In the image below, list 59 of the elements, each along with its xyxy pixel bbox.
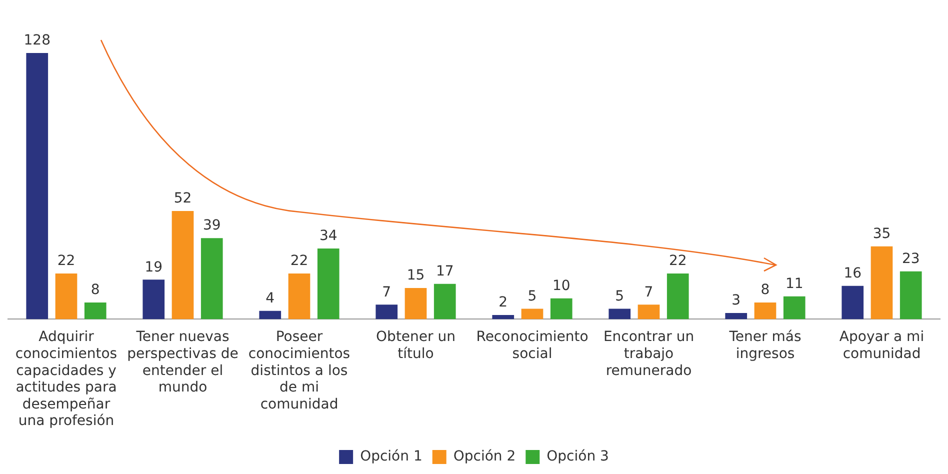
x-tick-label: Adquirir conocimientos capacidades y actitudes para desempeñar una profesión xyxy=(15,329,118,430)
legend-label: Opción 2 xyxy=(453,448,516,465)
bar xyxy=(172,211,194,320)
bar xyxy=(666,273,689,320)
x-tick-label: Poseer conocimientos distintos a los de mi comunidad xyxy=(248,329,350,412)
bar xyxy=(84,302,106,320)
bar xyxy=(783,296,806,320)
data-label: 8 xyxy=(760,282,770,298)
bar xyxy=(638,304,660,320)
data-label: 22 xyxy=(668,253,687,270)
data-label: 52 xyxy=(174,190,192,207)
bar xyxy=(521,308,544,320)
data-label: 128 xyxy=(24,32,50,49)
data-label: 2 xyxy=(498,294,508,311)
x-tick-label: Encontrar un trabajo remunerado xyxy=(603,329,694,379)
data-label: 17 xyxy=(436,263,454,280)
bar xyxy=(55,273,78,320)
x-tick-label: Tener más ingresos xyxy=(728,329,802,362)
bar xyxy=(404,288,427,320)
data-label: 10 xyxy=(552,278,570,294)
bar xyxy=(376,304,398,320)
bar xyxy=(434,284,456,320)
data-label: 22 xyxy=(57,253,76,270)
data-label: 22 xyxy=(290,253,308,270)
x-tick-label: Reconocimiento social xyxy=(476,329,588,362)
data-label: 3 xyxy=(732,292,741,309)
data-label: 7 xyxy=(382,284,392,300)
data-label: 5 xyxy=(528,288,537,304)
bar xyxy=(608,308,631,320)
legend-label: Opción 3 xyxy=(546,448,609,465)
bar xyxy=(492,315,514,320)
x-tick-label: Obtener un título xyxy=(376,329,456,362)
data-label: 11 xyxy=(785,276,804,292)
bar xyxy=(317,248,340,320)
bar xyxy=(142,280,165,320)
bar xyxy=(288,273,310,320)
bar xyxy=(900,271,922,320)
data-label: 7 xyxy=(644,284,654,300)
bar xyxy=(870,246,893,320)
data-label: 39 xyxy=(202,218,221,234)
bar xyxy=(842,286,864,320)
data-label: 15 xyxy=(406,268,425,284)
data-label: 34 xyxy=(319,228,338,244)
bar xyxy=(725,312,748,320)
bar xyxy=(26,52,48,320)
data-label: 16 xyxy=(844,266,862,282)
data-label: 35 xyxy=(872,226,891,242)
data-label: 8 xyxy=(90,282,100,298)
data-label: 4 xyxy=(266,290,275,307)
data-label: 5 xyxy=(615,288,624,304)
bar xyxy=(550,298,572,320)
bar xyxy=(754,302,776,320)
data-label: 23 xyxy=(902,251,920,267)
bar xyxy=(200,238,223,320)
data-label: 19 xyxy=(144,259,163,276)
x-tick-label: Tener nuevas perspectivas de entender el mundo xyxy=(127,329,238,396)
legend-label: Opción 1 xyxy=(360,448,422,465)
x-tick-label: Apoyar a mi comunidad xyxy=(839,329,924,362)
bar xyxy=(259,310,282,320)
